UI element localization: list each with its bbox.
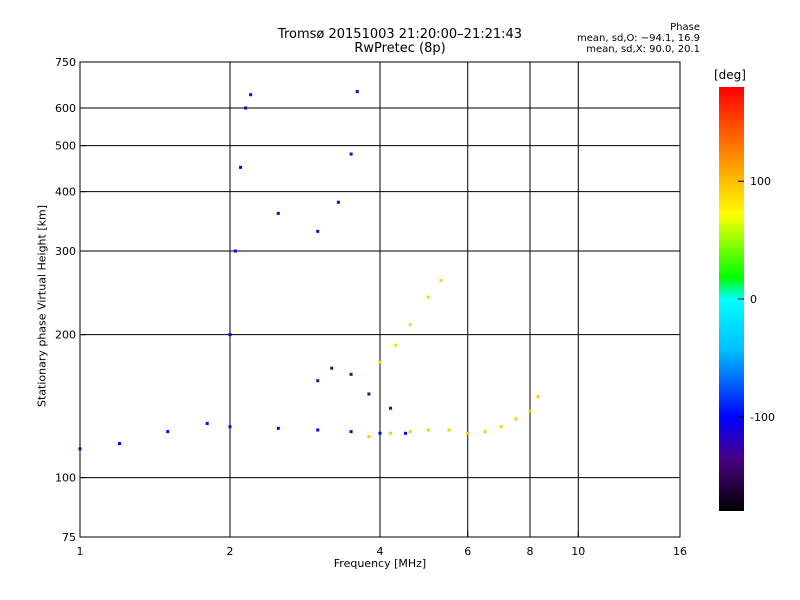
- data-point: [426, 428, 430, 432]
- data-point: [336, 200, 340, 204]
- data-point: [389, 406, 393, 410]
- data-point: [528, 409, 532, 413]
- data-point: [276, 426, 280, 430]
- data-point: [330, 366, 334, 370]
- data-point: [466, 431, 470, 435]
- y-tick-label: 100: [55, 472, 76, 485]
- data-point: [355, 90, 359, 94]
- colorbar-tick-label: 0: [750, 293, 757, 306]
- colorbar-tick-label: 100: [750, 175, 771, 188]
- chart-title: Tromsø 20151003 21:20:00–21:21:43: [277, 27, 523, 42]
- data-point: [389, 431, 393, 435]
- data-point: [514, 417, 518, 421]
- data-point: [316, 229, 320, 233]
- y-tick-label: 75: [62, 531, 76, 544]
- phase-stats-o-mode: mean, sd,O: −94.1, 16.9: [577, 33, 700, 44]
- data-point: [349, 372, 353, 376]
- data-point: [244, 106, 248, 110]
- data-point: [367, 392, 371, 396]
- data-point: [349, 152, 353, 156]
- data-point: [426, 295, 430, 299]
- colorbar-tick-label: -100: [750, 411, 775, 424]
- x-tick-label: 8: [527, 545, 534, 558]
- data-point: [439, 279, 443, 283]
- y-tick-label: 200: [55, 329, 76, 342]
- y-tick-label: 500: [55, 140, 76, 153]
- data-point: [205, 422, 209, 426]
- phase-stats-title: Phase: [670, 22, 700, 33]
- data-point: [483, 430, 487, 434]
- data-point: [233, 249, 237, 253]
- data-point: [316, 428, 320, 432]
- data-point: [117, 442, 121, 446]
- data-point: [276, 211, 280, 215]
- y-tick-label: 750: [55, 56, 76, 69]
- chart-subtitle: RwPretec (8p): [354, 41, 446, 56]
- data-point: [228, 333, 232, 337]
- x-tick-label: 2: [227, 545, 234, 558]
- data-point: [249, 93, 253, 97]
- y-tick-label: 300: [55, 245, 76, 258]
- y-axis-label: Stationary phase Virtual Height [km]: [35, 204, 49, 408]
- data-point: [408, 323, 412, 327]
- x-tick-label: 1: [77, 545, 84, 558]
- x-tick-label: 16: [673, 545, 687, 558]
- axis-ticks: 1 2 4 6 8 10 16 75 100 200 300 400 500 600 750: [55, 56, 687, 558]
- data-point: [378, 360, 382, 364]
- data-point: [499, 425, 503, 429]
- x-axis-label: Frequency [MHz]: [333, 557, 427, 570]
- data-point: [536, 395, 540, 399]
- y-tick-label: 400: [55, 186, 76, 199]
- data-point: [447, 428, 451, 432]
- phase-stats-x-mode: mean, sd,X: 90.0, 20.1: [586, 44, 700, 55]
- x-tick-label: 6: [464, 545, 471, 558]
- data-point: [367, 435, 371, 439]
- data-point: [378, 431, 382, 435]
- data-point: [228, 425, 232, 429]
- data-points: [78, 90, 540, 451]
- data-point: [349, 430, 353, 434]
- x-tick-label: 4: [377, 545, 384, 558]
- grid-lines: [80, 62, 680, 537]
- data-point: [166, 430, 170, 434]
- data-point: [394, 343, 398, 347]
- x-tick-label: 10: [571, 545, 585, 558]
- data-point: [239, 165, 243, 169]
- colorbar-ticks: 100 0 -100: [738, 175, 775, 424]
- y-tick-label: 600: [55, 102, 76, 115]
- data-point: [408, 430, 412, 434]
- data-point: [316, 379, 320, 383]
- colorbar-label: [deg]: [714, 68, 746, 82]
- data-point: [403, 431, 407, 435]
